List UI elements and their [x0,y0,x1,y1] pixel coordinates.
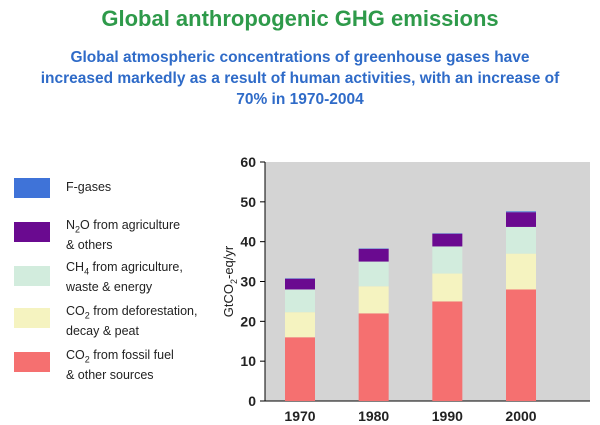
chart-title: Global anthropogenic GHG emissions [101,6,499,31]
bar-segment-1990-2 [432,246,463,274]
bar-segment-1980-3 [358,248,389,262]
bar-segment-1980-2 [358,261,389,287]
bar-segment-2000-0 [506,289,536,401]
bar-segment-1990-3 [432,233,463,247]
y-tick-label: 10 [240,353,256,369]
y-tick-label: 20 [240,313,256,329]
legend-item-co2-deforestation: CO2 from deforestation, decay & peat [12,304,232,344]
legend-label: N2O from agriculture & others [66,218,181,252]
legend-swatch [14,266,50,286]
legend-label: CO2 from fossil fuel & other sources [66,348,174,382]
y-tick-label: 60 [240,154,256,170]
x-tick-label: 2000 [505,408,536,424]
legend-label: CO2 from deforestation, decay & peat [66,304,198,338]
y-tick-label: 0 [248,393,256,409]
bar-segment-1970-0 [285,337,315,401]
bar-segment-1980-0 [358,313,389,401]
y-tick-label: 40 [240,234,256,250]
legend-item-ch4: CH4 from agriculture, waste & energy [12,260,232,300]
chart-subtitle: Global atmospheric concentrations of gre… [14,47,586,110]
legend-label: F-gases [66,180,112,194]
x-tick-label: 1980 [358,408,389,424]
x-tick-label: 1970 [284,408,315,424]
y-tick-label: 30 [240,274,256,290]
x-tick-label: 1990 [432,408,463,424]
legend-item-f-gases: F-gases [12,176,232,216]
bar-segment-2000-2 [506,226,536,254]
legend-swatch [14,222,50,242]
bar-segment-2000-1 [506,253,536,290]
subtitle-line-1: Global atmospheric concentrations of gre… [70,49,530,66]
bar-segment-1990-0 [432,301,463,401]
bar-segment-2000-4 [506,211,536,213]
legend-swatch [14,308,50,328]
legend-swatch [14,352,50,372]
bar-segment-1990-1 [432,273,463,302]
bar-segment-1970-2 [285,289,315,313]
bar-segment-2000-3 [506,212,536,227]
subtitle-line-2: increased markedly as a result of human … [40,70,560,87]
subtitle-line-3: 70% in 1970-2004 [236,91,364,108]
bar-segment-1970-3 [285,278,315,290]
y-tick-label: 50 [240,194,256,210]
legend-item-n2o: N2O from agriculture & others [12,218,232,258]
legend-item-co2-fossil: CO2 from fossil fuel & other sources [12,348,232,388]
legend-swatch [14,178,50,198]
bar-segment-1980-1 [358,286,389,314]
legend-label: CH4 from agriculture, waste & energy [66,260,183,294]
y-axis-label: GtCO2-eq/yr [221,245,239,317]
bar-segment-1970-1 [285,312,315,338]
